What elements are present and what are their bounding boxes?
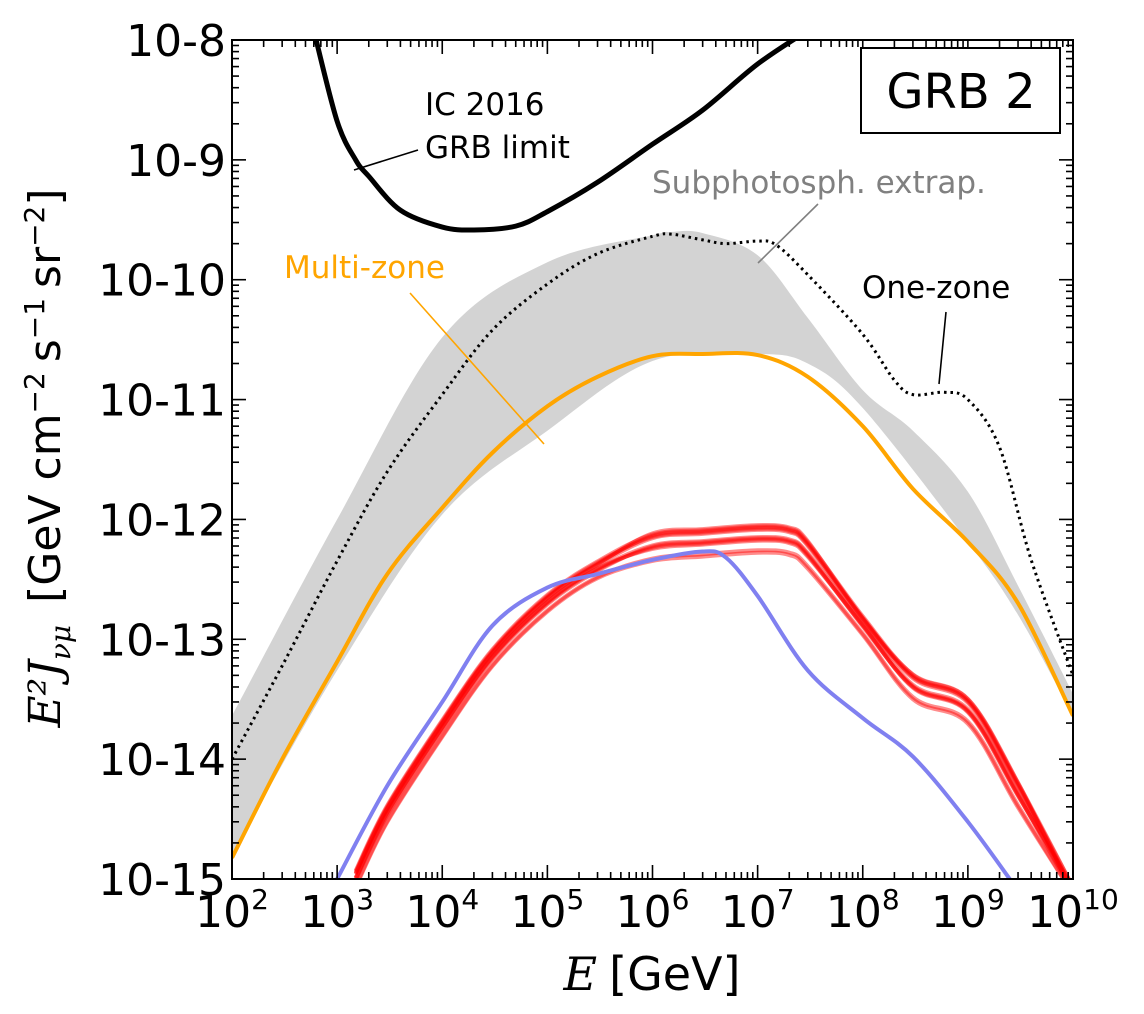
red-curve <box>353 537 1069 879</box>
subphotosph-band <box>232 230 1073 855</box>
red-curve <box>353 534 1069 879</box>
subphotosph-label: Subphotosph. extrap. <box>652 165 986 201</box>
svg-text:E²Jνμ[GeV cm−2s−1sr−2]: E²Jνμ[GeV cm−2s−1sr−2] <box>18 188 77 728</box>
x-tick-label: 109 <box>931 883 1005 938</box>
y-tick-label: 10-10 <box>98 256 226 307</box>
y-axis-symbol: E²J <box>20 658 71 729</box>
x-axis-unit: [GeV] <box>609 947 740 1001</box>
red-curve <box>353 527 1070 879</box>
x-tick-labels: 102 103 104 105 106 107 108 109 1010 <box>195 883 1119 938</box>
y-tick-label: 10-8 <box>126 16 226 67</box>
y-axis-exp2: −1 <box>18 298 51 339</box>
ic-limit-curve <box>313 40 798 233</box>
x-tick-label: 106 <box>616 883 690 938</box>
blue-curve <box>335 549 1013 879</box>
y-axis-exp1: −2 <box>18 372 51 413</box>
red-curve <box>353 522 1068 879</box>
red-curve <box>357 550 1066 879</box>
red-curve <box>353 536 1067 879</box>
multi-zone-curve <box>232 351 1073 859</box>
x-tick-label: 104 <box>405 883 479 938</box>
one-zone-curve <box>232 232 1073 760</box>
red-curve <box>353 525 1070 879</box>
ic-limit-pointer <box>353 149 419 171</box>
x-tick-label: 102 <box>195 883 269 938</box>
y-tick-label: 10-11 <box>98 376 226 427</box>
y-axis-exp3: −2 <box>18 206 51 247</box>
y-axis-unit-close: ] <box>20 188 71 205</box>
x-tick-label: 1010 <box>1027 883 1119 938</box>
y-axis-unit-open: [GeV cm <box>20 413 71 602</box>
one-zone-pointer <box>938 311 947 385</box>
red-curve <box>353 526 1071 879</box>
y-axis-label: E²Jνμ[GeV cm−2s−1sr−2] <box>18 188 77 728</box>
subphotosph-pointer <box>757 203 819 264</box>
one-zone-label: One-zone <box>862 270 1010 306</box>
y-tick-label: 10-12 <box>98 495 226 546</box>
ic-limit-label-line1: IC 2016 <box>425 87 545 123</box>
y-axis-unit-s: s <box>20 339 71 362</box>
x-tick-label: 105 <box>510 883 584 938</box>
x-tick-label: 108 <box>826 883 900 938</box>
y-axis-unit-sr: sr <box>20 246 71 288</box>
y-tick-label: 10-13 <box>98 615 226 666</box>
y-tick-label: 10-15 <box>98 855 226 906</box>
y-tick-label: 10-9 <box>126 136 226 187</box>
panel-label: GRB 2 <box>886 64 1035 120</box>
red-curve <box>353 538 1071 879</box>
red-curve <box>356 548 1066 879</box>
y-tick-label: 10-14 <box>98 735 226 786</box>
multi-zone-pointer <box>409 292 545 445</box>
x-tick-label: 107 <box>721 883 795 938</box>
y-axis-symbol-sub: νμ <box>44 625 77 660</box>
red-curve-group <box>353 522 1072 879</box>
x-tick-label: 103 <box>300 883 374 938</box>
red-curve <box>353 524 1072 879</box>
multi-zone-label: Multi-zone <box>284 250 445 286</box>
ic-limit-label-line2: GRB limit <box>425 130 570 166</box>
panel-label-box <box>860 47 1061 134</box>
y-tick-labels: 10-15 10-14 10-13 10-12 10-11 10-10 10-9 10-8 <box>98 16 226 906</box>
x-axis-label: E [GeV] <box>563 947 741 1001</box>
plot-area <box>232 40 1073 879</box>
x-axis-symbol: E <box>563 947 598 1001</box>
